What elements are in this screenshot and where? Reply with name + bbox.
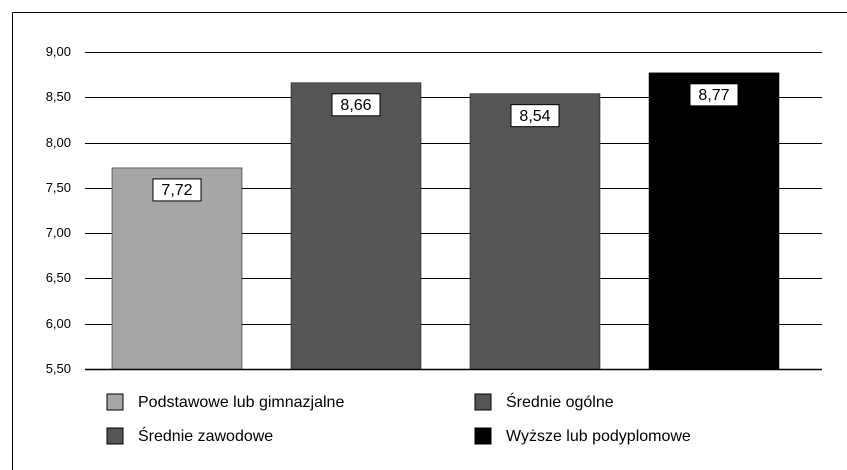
value-label-box xyxy=(152,178,202,202)
legend-label: Podstawowe lub gimnazjalne xyxy=(138,394,344,411)
bar xyxy=(111,167,243,370)
legend-swatch xyxy=(106,393,124,411)
y-tick-label: 7,00 xyxy=(46,225,71,240)
legend-swatch xyxy=(106,427,124,445)
y-tick-label: 5,50 xyxy=(46,361,71,376)
value-label: 8,77 xyxy=(698,87,729,104)
legend-swatch xyxy=(474,393,492,411)
legend-swatch xyxy=(474,427,492,445)
value-label-box xyxy=(331,93,381,117)
value-label-box xyxy=(510,104,560,128)
y-tick-label: 9,00 xyxy=(46,44,71,59)
legend-label: Wyższe lub podyplomowe xyxy=(506,428,691,445)
bar xyxy=(469,93,601,370)
bar xyxy=(648,72,780,370)
y-tick-label: 8,50 xyxy=(46,89,71,104)
value-label-box xyxy=(689,83,739,107)
legend-label: Średnie ogólne xyxy=(506,392,614,411)
bar xyxy=(290,82,422,370)
value-label: 8,66 xyxy=(340,97,371,114)
value-label: 8,54 xyxy=(519,108,550,125)
value-label: 7,72 xyxy=(161,182,192,199)
legend-label: Średnie zawodowe xyxy=(138,426,273,445)
y-tick-label: 6,00 xyxy=(46,316,71,331)
y-tick-label: 8,00 xyxy=(46,135,71,150)
y-tick-label: 6,50 xyxy=(46,270,71,285)
y-tick-label: 7,50 xyxy=(46,180,71,195)
